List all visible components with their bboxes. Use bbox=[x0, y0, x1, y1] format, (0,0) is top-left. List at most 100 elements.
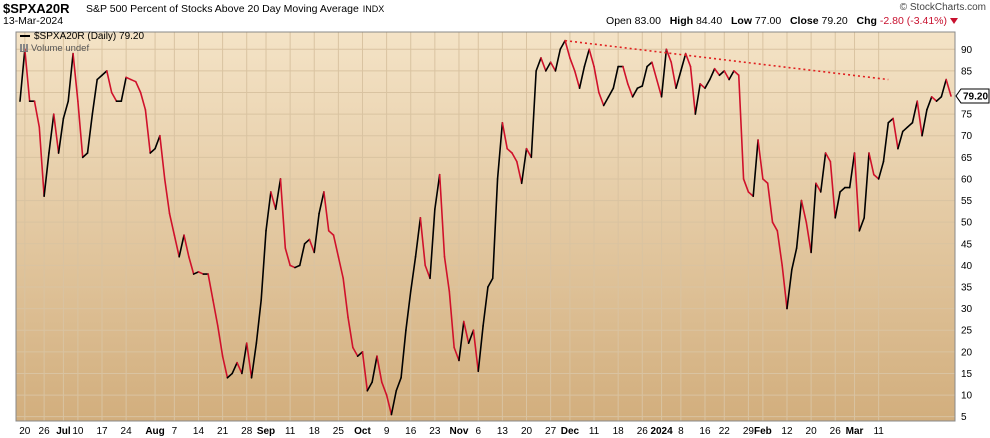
line-segment bbox=[723, 70, 730, 81]
x-tick-label: 20 bbox=[19, 426, 31, 437]
x-tick-label: 28 bbox=[241, 426, 253, 437]
line-segment bbox=[91, 78, 98, 115]
x-tick-label: 6 bbox=[475, 426, 481, 437]
line-segment bbox=[298, 242, 306, 267]
line-segment bbox=[139, 91, 147, 111]
line-segment bbox=[906, 121, 914, 128]
line-segment bbox=[207, 273, 214, 301]
last-value-box bbox=[955, 88, 990, 104]
line-segment bbox=[279, 178, 287, 249]
line-segment bbox=[670, 61, 677, 89]
line-segment bbox=[366, 381, 373, 392]
line-segment bbox=[839, 186, 846, 193]
x-tick-label: 12 bbox=[781, 426, 793, 437]
legend-series-label: $SPXA20R (Daily) 79.20 bbox=[34, 30, 145, 42]
line-segment bbox=[882, 121, 890, 163]
line-segment bbox=[168, 212, 176, 236]
x-tick-label: 26 bbox=[39, 426, 51, 437]
line-segment bbox=[255, 299, 262, 345]
line-segment bbox=[815, 182, 822, 193]
last-value-label: 79.20 bbox=[955, 88, 990, 104]
x-tick-label: Sep bbox=[257, 426, 275, 437]
line-segment bbox=[313, 212, 320, 254]
line-segment bbox=[569, 57, 576, 72]
line-segment bbox=[511, 152, 518, 163]
line-segment bbox=[395, 376, 402, 392]
line-segment bbox=[680, 52, 687, 72]
line-segment bbox=[873, 173, 880, 180]
line-segment bbox=[323, 191, 330, 232]
line-segment bbox=[655, 78, 663, 98]
x-tick-label: 16 bbox=[405, 426, 417, 437]
brand-watermark[interactable]: © StockCharts.com bbox=[899, 2, 986, 13]
line-segment bbox=[810, 182, 817, 254]
line-segment bbox=[559, 39, 566, 51]
x-tick-label: Jul bbox=[56, 426, 71, 437]
chart-header: $SPXA20R S&P 500 Percent of Stocks Above… bbox=[0, 0, 990, 32]
line-segment bbox=[33, 100, 41, 128]
line-segment bbox=[829, 160, 837, 219]
y-tick-label: 50 bbox=[961, 218, 973, 229]
line-segment bbox=[332, 234, 340, 258]
chart-legend: $SPXA20R (Daily) 79.20 Volume undef bbox=[20, 30, 144, 54]
line-segment bbox=[110, 91, 118, 102]
line-segment bbox=[747, 191, 755, 198]
legend-line-swatch bbox=[20, 35, 30, 37]
x-tick-label: 17 bbox=[96, 426, 108, 437]
x-tick-label: 7 bbox=[172, 426, 178, 437]
x-tick-label: 26 bbox=[830, 426, 842, 437]
line-segment bbox=[892, 117, 899, 150]
y-tick-label: 35 bbox=[961, 283, 973, 294]
line-segment bbox=[549, 61, 557, 72]
open-label: Open bbox=[606, 15, 632, 27]
line-segment bbox=[284, 247, 291, 267]
x-tick-label: Mar bbox=[846, 426, 864, 437]
line-segment bbox=[602, 96, 610, 107]
line-segment bbox=[337, 255, 344, 280]
close-value: 79.20 bbox=[821, 15, 848, 27]
line-segment bbox=[573, 70, 581, 89]
line-segment bbox=[824, 152, 832, 163]
x-tick-label: 18 bbox=[613, 426, 625, 437]
line-segment bbox=[52, 113, 60, 154]
low-value: 77.00 bbox=[754, 15, 782, 27]
x-tick-label: Feb bbox=[754, 426, 772, 437]
line-segment bbox=[501, 121, 509, 150]
line-segment bbox=[718, 70, 726, 77]
line-segment bbox=[144, 109, 152, 154]
line-segment bbox=[159, 134, 166, 180]
line-segment bbox=[265, 191, 272, 232]
line-segment bbox=[352, 346, 359, 357]
x-tick-label: 25 bbox=[333, 426, 345, 437]
x-tick-label: 11 bbox=[285, 426, 296, 437]
line-segment bbox=[776, 230, 783, 267]
line-segment bbox=[163, 178, 171, 215]
line-segment bbox=[737, 74, 745, 180]
line-segment bbox=[443, 255, 451, 293]
line-segment bbox=[877, 160, 885, 180]
line-segment bbox=[622, 65, 629, 85]
high-label: High bbox=[669, 15, 694, 27]
line-segment bbox=[173, 234, 180, 258]
line-segment bbox=[380, 381, 388, 396]
line-segment bbox=[216, 325, 224, 357]
line-segment bbox=[930, 96, 938, 102]
line-segment bbox=[294, 264, 301, 269]
line-segment bbox=[713, 67, 721, 77]
line-segment bbox=[241, 342, 248, 375]
chart-date: 13-Mar-2024 bbox=[3, 15, 64, 27]
line-segment bbox=[598, 91, 605, 107]
line-segment bbox=[583, 48, 591, 68]
line-segment bbox=[901, 126, 909, 133]
line-segment bbox=[491, 178, 499, 280]
x-tick-label: 20 bbox=[806, 426, 818, 437]
x-tick-label: 8 bbox=[678, 426, 684, 437]
line-segment bbox=[540, 57, 547, 72]
line-segment bbox=[385, 394, 393, 416]
line-segment bbox=[897, 130, 904, 150]
line-segment bbox=[390, 389, 398, 416]
line-segment bbox=[940, 78, 947, 98]
y-tick-label: 30 bbox=[961, 304, 973, 315]
line-segment bbox=[260, 230, 267, 301]
